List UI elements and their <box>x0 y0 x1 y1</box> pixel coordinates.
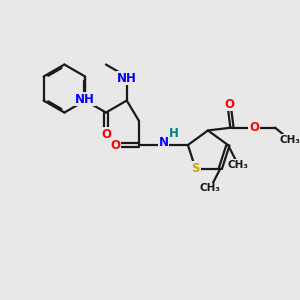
Text: O: O <box>249 121 259 134</box>
Text: H: H <box>169 128 179 140</box>
Text: O: O <box>110 139 120 152</box>
Text: CH₃: CH₃ <box>228 160 249 170</box>
Text: O: O <box>101 128 111 141</box>
Text: CH₃: CH₃ <box>279 135 300 145</box>
Text: CH₃: CH₃ <box>200 184 220 194</box>
Text: N: N <box>159 136 169 149</box>
Text: O: O <box>224 98 234 111</box>
Text: S: S <box>191 162 200 175</box>
Text: NH: NH <box>117 71 137 85</box>
Text: NH: NH <box>75 93 95 106</box>
